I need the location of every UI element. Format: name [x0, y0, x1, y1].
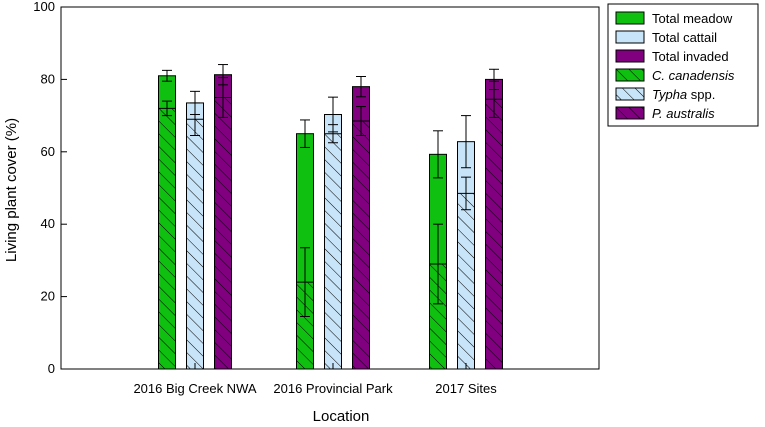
legend-swatch — [615, 49, 645, 63]
legend-swatch-hatch — [616, 88, 644, 100]
y-tick-label: 60 — [41, 144, 55, 159]
legend-swatch-hatch — [616, 107, 644, 119]
y-tick-label: 100 — [33, 0, 55, 14]
bar-invaded-species — [352, 121, 370, 369]
legend-label: Total invaded — [652, 49, 729, 64]
y-tick-label: 80 — [41, 71, 55, 86]
legend-label: P. australis — [652, 106, 715, 121]
legend-label: Total meadow — [652, 11, 733, 26]
legend-label-main: Total cattail — [652, 30, 717, 45]
bar-invaded-species — [485, 99, 503, 369]
legend-swatch-hatch — [616, 69, 644, 81]
legend: Total meadow Total cattail Total invaded C.… — [607, 3, 759, 127]
y-tick-label: 40 — [41, 216, 55, 231]
legend-label: Typha spp. — [652, 87, 715, 102]
x-tick-label: 2017 Sites — [435, 381, 497, 396]
bar-cattail-species — [457, 193, 475, 369]
plot-area — [60, 6, 600, 370]
bar-cattail-species — [324, 133, 342, 369]
y-tick-label: 20 — [41, 289, 55, 304]
x-axis-title: Location — [313, 408, 370, 425]
legend-label: Total cattail — [652, 30, 717, 45]
legend-label-main: Total invaded — [652, 49, 729, 64]
legend-label-main: Total meadow — [652, 11, 733, 26]
y-axis-title: Living plant cover (%) — [3, 118, 20, 262]
legend-swatch — [615, 11, 645, 25]
bar-meadow-species — [429, 264, 447, 369]
bar-meadow-species — [296, 282, 314, 369]
bar-invaded-species — [214, 97, 232, 369]
x-axis: 2016 Big Creek NWA 2016 Provincial Park 20… — [133, 363, 497, 396]
x-tick-label: 2016 Provincial Park — [273, 381, 393, 396]
bar-cattail-species — [186, 119, 204, 369]
bar-meadow-species — [158, 108, 176, 370]
y-tick-label: 0 — [48, 361, 55, 376]
legend-label-main: P. australis — [652, 106, 715, 121]
y-axis: 0 20 40 60 80 100 — [33, 0, 67, 376]
legend-label-main: Typha — [652, 87, 687, 102]
legend-label-suffix: spp. — [687, 87, 715, 102]
legend-label-main: C. canadensis — [652, 68, 735, 83]
legend-swatch — [615, 30, 645, 44]
x-tick-label: 2016 Big Creek NWA — [133, 381, 256, 396]
legend-label: C. canadensis — [652, 68, 735, 83]
